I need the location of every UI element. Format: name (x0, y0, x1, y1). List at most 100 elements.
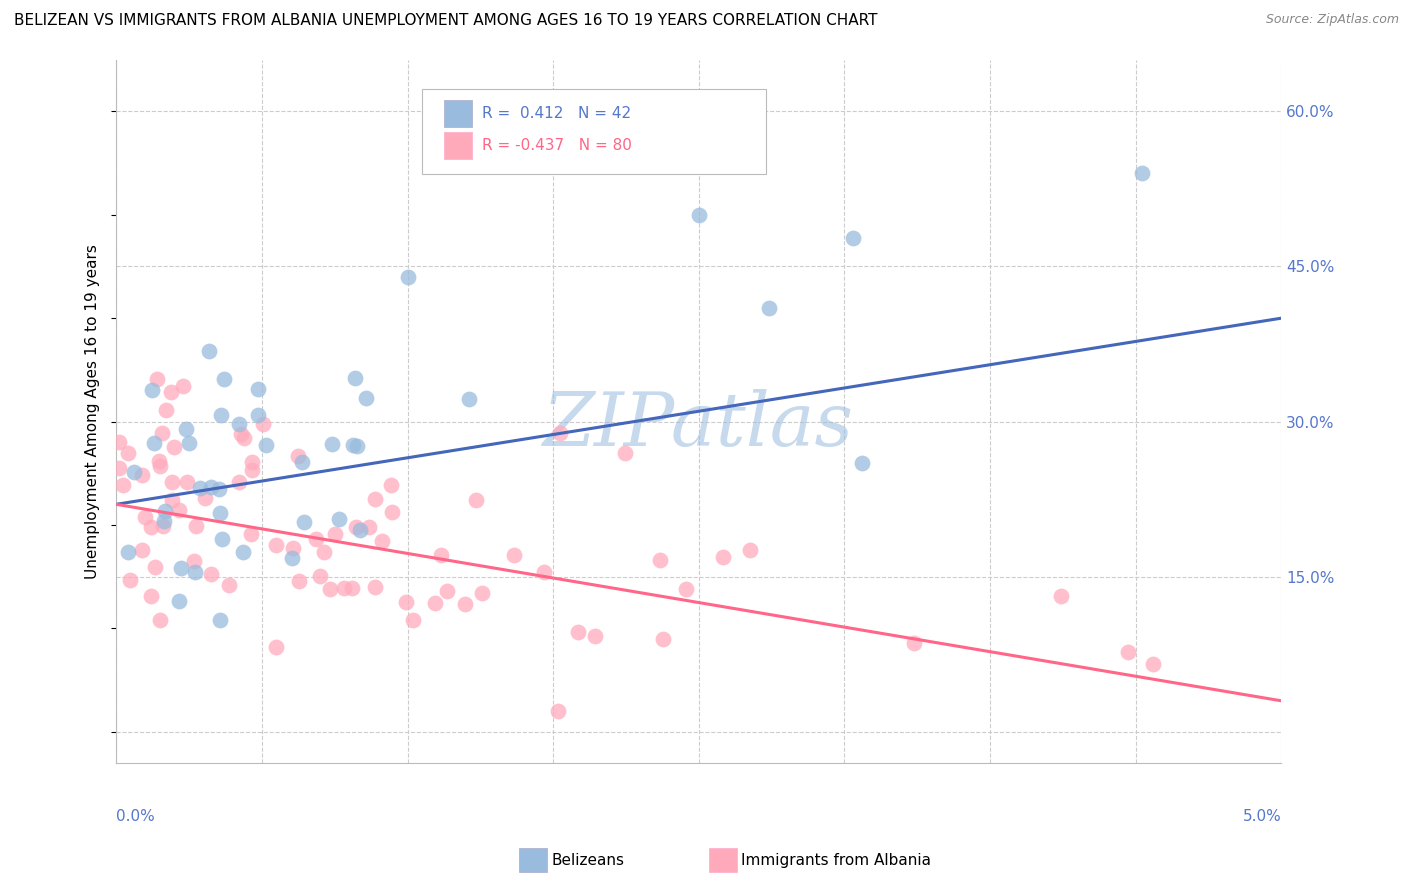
Point (183, 554, 205, 568)
Point (218, 577, 240, 591)
Point (309, 569, 332, 583)
Point (333, 581, 356, 595)
Point (281, 551, 304, 566)
Point (212, 372, 235, 386)
Point (229, 427, 252, 442)
Point (288, 574, 311, 588)
Text: BELIZEAN VS IMMIGRANTS FROM ALBANIA UNEMPLOYMENT AMONG AGES 16 TO 19 YEARS CORRE: BELIZEAN VS IMMIGRANTS FROM ALBANIA UNEM… (14, 13, 877, 29)
Point (567, 625, 589, 640)
Point (208, 613, 231, 627)
Point (323, 527, 346, 541)
Point (183, 565, 205, 579)
Point (252, 417, 274, 431)
Point (160, 384, 183, 399)
Point (240, 463, 263, 477)
Point (429, 548, 451, 562)
Point (651, 632, 673, 646)
Point (342, 438, 364, 452)
Point (454, 597, 477, 611)
Point (107, 435, 129, 450)
Point (177, 435, 200, 450)
Point (188, 481, 211, 495)
Point (153, 504, 176, 518)
Point (328, 512, 350, 526)
Point (903, 636, 925, 650)
Point (163, 440, 186, 454)
Point (395, 595, 418, 609)
Point (131, 468, 153, 483)
Point (264, 538, 287, 552)
Point (153, 514, 176, 528)
Point (371, 533, 394, 548)
Point (357, 520, 380, 534)
Point (381, 505, 404, 519)
Point (186, 518, 208, 533)
Point (239, 527, 262, 541)
Point (254, 438, 277, 452)
Y-axis label: Unemployment Among Ages 16 to 19 years: Unemployment Among Ages 16 to 19 years (86, 244, 100, 579)
Point (194, 491, 217, 505)
Point (200, 567, 222, 582)
Point (1116, 645, 1139, 659)
Point (148, 454, 170, 468)
Point (246, 382, 269, 396)
Point (160, 475, 183, 490)
Point (211, 532, 233, 546)
Point (167, 503, 190, 517)
Point (344, 520, 367, 534)
Point (155, 402, 177, 417)
Point (291, 455, 314, 469)
Point (364, 580, 387, 594)
Point (208, 506, 231, 520)
Point (851, 456, 873, 470)
Point (583, 629, 606, 643)
Point (264, 640, 287, 655)
Point (464, 493, 486, 508)
Point (503, 548, 526, 562)
Point (124, 466, 146, 480)
Point (150, 426, 173, 441)
Point (458, 392, 481, 406)
Text: R =  0.412   N = 42: R = 0.412 N = 42 (482, 106, 631, 120)
Point (1130, 166, 1153, 180)
Point (209, 409, 232, 423)
Point (240, 455, 263, 469)
Point (246, 409, 269, 423)
Point (117, 446, 139, 460)
Point (346, 439, 368, 453)
Text: ZIPatlas: ZIPatlas (543, 389, 855, 461)
Point (287, 449, 309, 463)
Point (688, 208, 710, 222)
Text: Belizeans: Belizeans (551, 854, 624, 868)
Point (149, 458, 172, 473)
Point (160, 492, 183, 507)
Text: 0.0%: 0.0% (117, 809, 155, 824)
Point (548, 425, 571, 440)
Point (134, 510, 156, 524)
Point (228, 417, 250, 431)
Point (174, 422, 197, 436)
Point (283, 541, 305, 556)
Point (149, 614, 172, 628)
Point (208, 482, 231, 496)
Point (396, 269, 419, 284)
Point (436, 584, 458, 599)
Point (167, 594, 190, 608)
Point (401, 613, 423, 627)
Point (120, 573, 142, 587)
Point (675, 582, 697, 596)
Point (117, 545, 139, 559)
Point (613, 446, 636, 460)
Point (738, 542, 761, 557)
Point (314, 544, 336, 558)
Point (172, 378, 194, 392)
Point (1049, 589, 1071, 603)
Point (533, 565, 555, 579)
Point (112, 478, 135, 492)
Point (228, 475, 250, 489)
Point (344, 371, 367, 385)
Point (145, 372, 167, 386)
Point (198, 343, 221, 358)
Point (842, 231, 865, 245)
Point (142, 436, 165, 450)
